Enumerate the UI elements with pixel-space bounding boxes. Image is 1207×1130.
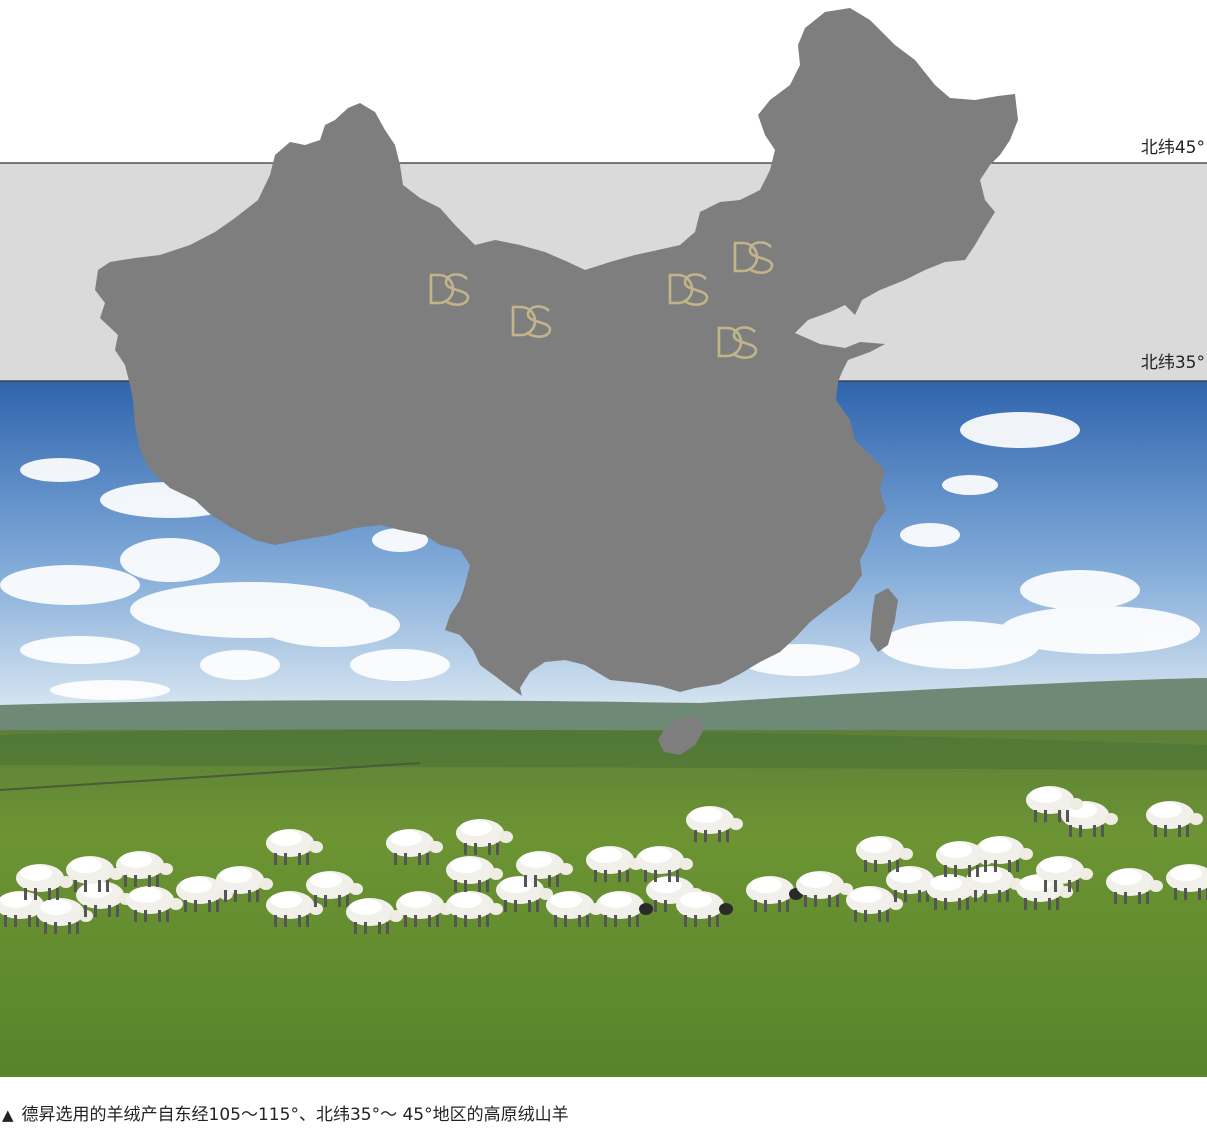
figure-caption: ▲ 德昇选用的羊绒产自东经105～115°、北纬35°～ 45°地区的高原绒山羊 <box>0 1100 1207 1130</box>
latitude-label-35: 北纬35° <box>1140 353 1205 373</box>
china-map <box>95 8 1018 755</box>
caption-marker-icon: ▲ <box>2 1106 14 1124</box>
production-region-markers <box>429 241 774 359</box>
ds-logo-marker-icon <box>733 241 774 274</box>
latitude-label-45: 北纬45° <box>1140 138 1205 158</box>
hainan-island <box>658 716 705 755</box>
map-illustration <box>0 8 1207 1077</box>
caption-text: 德昇选用的羊绒产自东经105～115°、北纬35°～ 45°地区的高原绒山羊 <box>21 1105 569 1125</box>
taiwan-island <box>870 588 898 652</box>
ds-logo-marker-icon <box>511 305 552 338</box>
ds-logo-marker-icon <box>717 326 758 359</box>
ds-logo-marker-icon <box>668 273 709 306</box>
ds-logo-marker-icon <box>429 273 470 306</box>
